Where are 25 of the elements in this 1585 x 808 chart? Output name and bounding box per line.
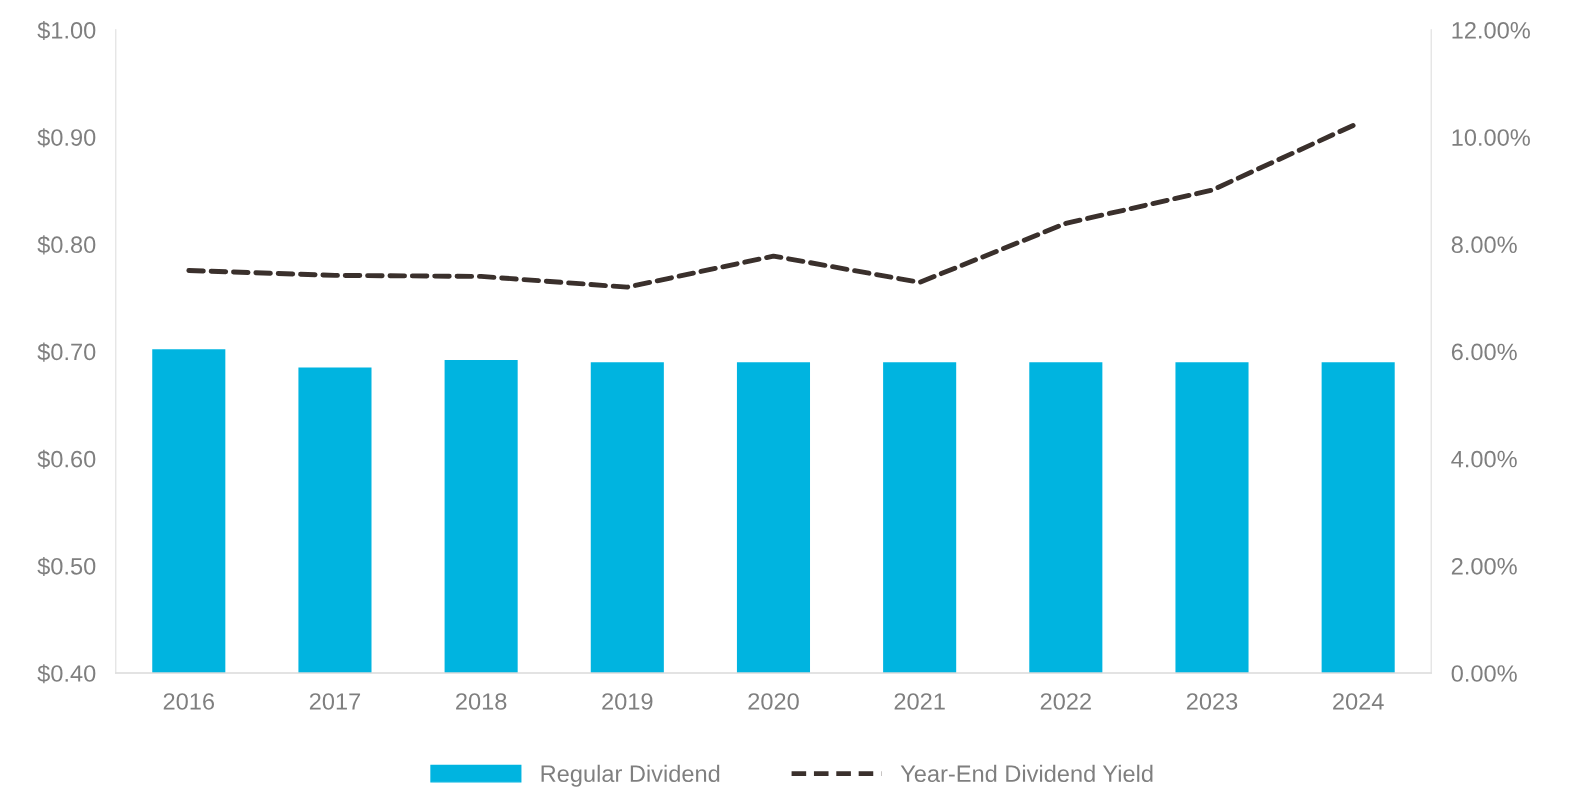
y-tick-label: $0.80 — [37, 235, 96, 255]
x-tick-label: 2019 — [602, 693, 653, 710]
y2-tick-label: 10.00% — [1452, 129, 1530, 146]
y2-tick-label: 2.00% — [1451, 557, 1517, 575]
y-tick-label: $1.00 — [37, 20, 96, 41]
y2-tick-label: 8.00% — [1451, 236, 1517, 254]
y-tick-label: $0.70 — [37, 342, 96, 362]
x-tick-label: 2016 — [163, 693, 215, 710]
x-tick-label: 2021 — [894, 693, 945, 710]
y2-tick-label: 0.00% — [1451, 665, 1517, 682]
y-tick-label: $0.60 — [37, 449, 96, 469]
y2-tick-label: 4.00% — [1451, 450, 1517, 468]
x-tick-label: 2018 — [456, 693, 507, 710]
x-tick-label: 2024 — [1333, 693, 1384, 710]
legend-label: Regular Dividend — [541, 764, 720, 787]
x-tick-label: 2020 — [748, 693, 799, 710]
y-tick-label: $0.40 — [37, 664, 96, 684]
x-tick-label: 2022 — [1040, 693, 1091, 710]
y2-tick-label: 12.00% — [1452, 21, 1530, 39]
y-tick-label: $0.50 — [37, 556, 96, 577]
y2-tick-label: 6.00% — [1451, 343, 1517, 361]
y-tick-label: $0.90 — [37, 128, 96, 148]
legend-label: Year-End Dividend Yield — [900, 764, 1153, 783]
x-tick-label: 2017 — [309, 693, 361, 710]
x-tick-label: 2023 — [1186, 693, 1238, 710]
